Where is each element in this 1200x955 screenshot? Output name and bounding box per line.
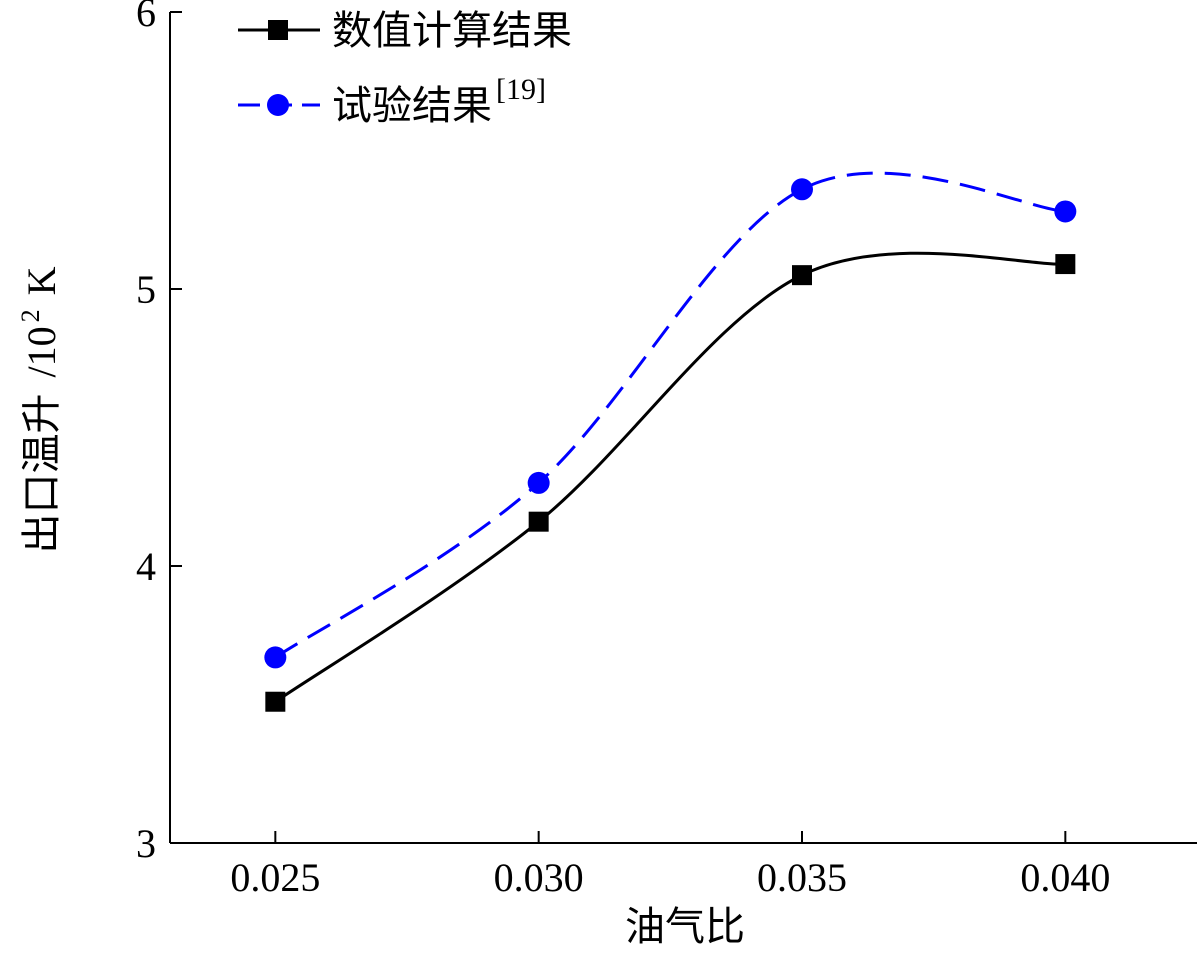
data-point-circle [527, 471, 550, 494]
legend-series-name: 数值计算结果 [332, 8, 572, 54]
axes: 3 4 5 6 0.025 0.030 0.035 0.040 [136, 0, 1197, 900]
x-tick-label: 0.040 [1020, 855, 1110, 900]
y-axis-unit-suffix: K [19, 266, 64, 295]
series-line-2 [274, 171, 1066, 659]
y-axis-label: 出口温升 /10 2 K [16, 266, 65, 553]
data-point-square [792, 265, 812, 286]
series-line-1 [274, 251, 1066, 703]
y-tick-label: 5 [136, 267, 156, 312]
series-layer [264, 171, 1077, 712]
y-axis-unit-exponent: 2 [16, 309, 45, 322]
legend-reference: [19] [496, 73, 546, 106]
y-axis-unit-prefix: /10 [19, 326, 64, 377]
legend-marker-square [268, 20, 288, 40]
legend-label: 数值计算结果 [332, 8, 572, 54]
data-point-circle [1054, 200, 1077, 223]
x-tick-label: 0.030 [494, 855, 584, 900]
y-tick-label: 6 [136, 0, 156, 35]
data-point-square [265, 691, 286, 712]
legend-series-name: 试验结果 [332, 83, 492, 129]
x-tick-label: 0.035 [757, 855, 847, 900]
legend-label: 试验结果 [19] [332, 73, 546, 129]
data-point-square [528, 511, 549, 532]
x-axis-label: 油气比 [625, 904, 745, 950]
y-tick-label: 3 [136, 821, 156, 866]
x-tick-label: 0.025 [230, 855, 320, 900]
data-point-circle [791, 178, 813, 201]
y-tick-label: 4 [136, 544, 156, 589]
y-axis-quantity: 出口温升 [19, 394, 65, 554]
data-point-circle [264, 646, 287, 669]
data-point-square [1055, 254, 1076, 275]
legend-marker-circle [267, 94, 289, 116]
